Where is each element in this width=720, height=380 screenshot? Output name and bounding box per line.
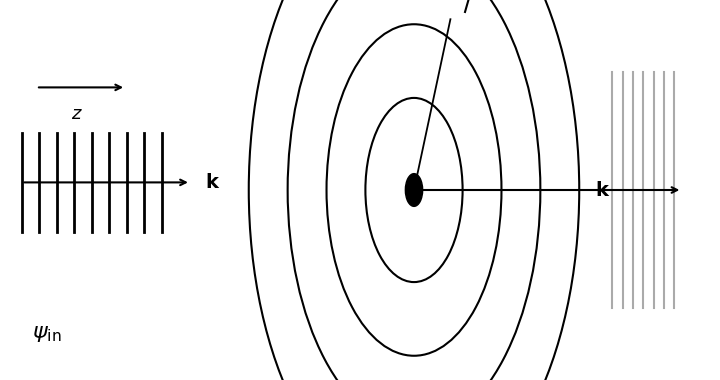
Ellipse shape bbox=[405, 174, 423, 206]
Text: k: k bbox=[205, 173, 218, 192]
Text: $\psi_{\mathrm{in}}$: $\psi_{\mathrm{in}}$ bbox=[32, 325, 61, 344]
Text: z: z bbox=[71, 105, 81, 123]
Text: k: k bbox=[595, 180, 608, 200]
